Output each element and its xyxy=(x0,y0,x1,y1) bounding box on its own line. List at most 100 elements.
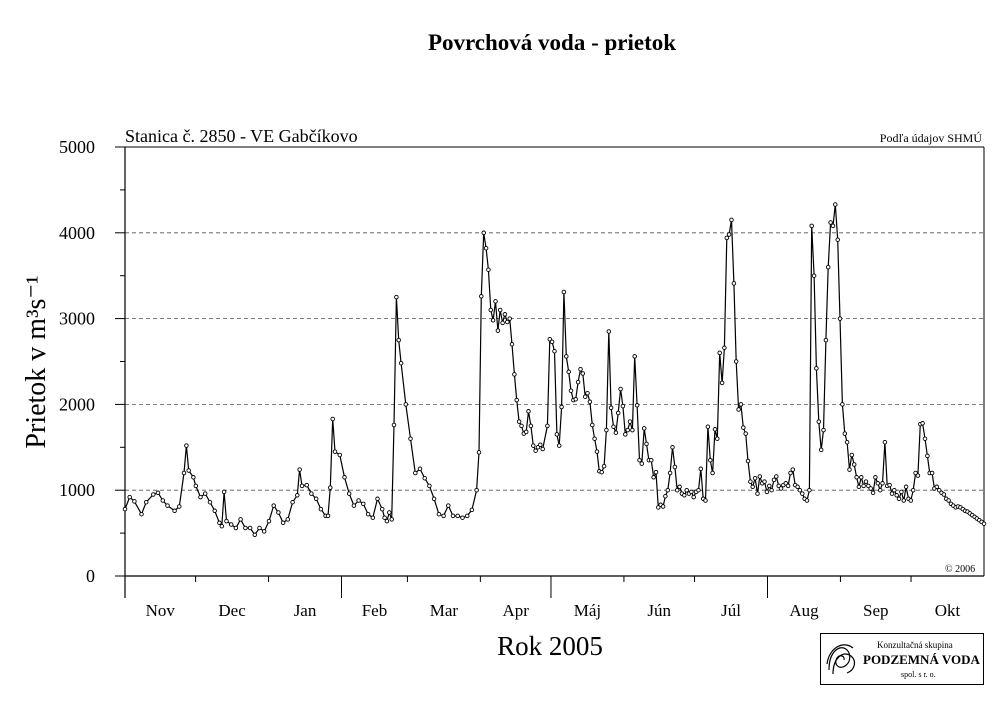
data-point xyxy=(351,503,357,508)
data-point xyxy=(238,517,243,522)
data-point xyxy=(837,316,843,321)
data-point xyxy=(705,424,711,429)
data-point xyxy=(488,307,494,313)
data-point xyxy=(375,496,380,502)
data-point xyxy=(719,380,725,386)
data-point xyxy=(186,468,191,473)
data-point xyxy=(549,339,555,345)
data-point xyxy=(733,359,739,364)
data-point xyxy=(599,469,604,475)
data-point xyxy=(785,483,791,489)
data-point xyxy=(833,202,838,207)
data-point xyxy=(554,432,560,437)
y-tick-label: 2000 xyxy=(59,394,95,414)
data-point xyxy=(840,402,845,407)
data-point xyxy=(660,504,666,509)
data-point xyxy=(403,402,409,407)
data-point xyxy=(228,522,234,527)
data-point xyxy=(580,371,586,376)
data-point xyxy=(627,419,633,424)
data-point xyxy=(908,498,914,503)
data-point xyxy=(528,423,534,429)
data-point xyxy=(899,489,904,495)
month-label: Nov xyxy=(146,601,176,620)
data-point xyxy=(682,493,687,498)
month-label: Feb xyxy=(362,601,388,620)
month-label: Aug xyxy=(789,601,819,620)
data-point xyxy=(455,513,460,519)
data-point xyxy=(606,329,612,334)
data-point xyxy=(533,448,538,453)
data-point xyxy=(299,483,305,489)
data-point xyxy=(877,487,883,493)
data-point xyxy=(139,511,144,517)
data-point xyxy=(132,499,137,504)
data-point xyxy=(497,307,503,313)
data-point xyxy=(946,498,951,503)
data-point xyxy=(252,532,258,538)
data-point xyxy=(934,484,940,490)
data-point xyxy=(901,498,907,503)
data-point xyxy=(516,419,522,424)
data-point xyxy=(476,450,482,455)
data-point xyxy=(703,498,708,503)
data-point xyxy=(823,337,829,343)
data-point xyxy=(653,469,659,475)
series-flow xyxy=(122,202,987,538)
data-point xyxy=(861,483,866,489)
month-label: Sep xyxy=(863,601,889,620)
month-label: Júl xyxy=(721,601,741,620)
data-point xyxy=(384,518,390,524)
data-point xyxy=(233,525,239,531)
data-point xyxy=(851,462,857,467)
data-point xyxy=(741,425,746,430)
data-point xyxy=(889,491,895,496)
data-point xyxy=(389,517,394,522)
data-point xyxy=(800,491,805,496)
data-point xyxy=(880,481,885,486)
data-point xyxy=(413,470,418,476)
data-point xyxy=(641,426,647,431)
data-point xyxy=(903,484,909,490)
data-point xyxy=(892,487,897,493)
data-point xyxy=(844,439,850,445)
data-point xyxy=(427,483,432,489)
data-point xyxy=(691,494,696,500)
data-point xyxy=(677,484,682,490)
data-point xyxy=(745,458,751,464)
data-point xyxy=(859,475,864,480)
data-point xyxy=(202,491,208,496)
data-point xyxy=(143,499,149,505)
data-point xyxy=(788,470,793,476)
data-point xyxy=(464,513,470,519)
month-label: Jún xyxy=(647,601,671,620)
data-point xyxy=(755,491,760,496)
data-point xyxy=(328,485,333,490)
data-point xyxy=(731,281,737,286)
data-point xyxy=(873,475,878,480)
data-point xyxy=(915,473,921,478)
data-point xyxy=(724,235,730,241)
data-point xyxy=(538,442,543,447)
data-point xyxy=(330,416,335,422)
data-point xyxy=(575,379,581,385)
data-point xyxy=(818,447,824,453)
data-point xyxy=(342,475,347,480)
data-point xyxy=(868,486,873,491)
data-point xyxy=(526,409,531,414)
data-point xyxy=(667,470,673,476)
data-point xyxy=(313,496,319,502)
data-point xyxy=(408,436,413,441)
data-point xyxy=(568,388,574,393)
data-point xyxy=(193,483,199,489)
axes: 0 1000 2000 3000 4000 5000 Nov Dec Jan Feb Mar Apr M… xyxy=(59,137,985,620)
data-point xyxy=(207,499,213,505)
logo-mark-icon xyxy=(826,644,856,675)
data-point xyxy=(736,407,741,412)
data-point xyxy=(828,220,833,225)
y-tick-label: 5000 xyxy=(59,137,95,157)
data-point xyxy=(261,529,267,534)
data-point xyxy=(774,474,779,479)
data-point xyxy=(391,422,397,428)
